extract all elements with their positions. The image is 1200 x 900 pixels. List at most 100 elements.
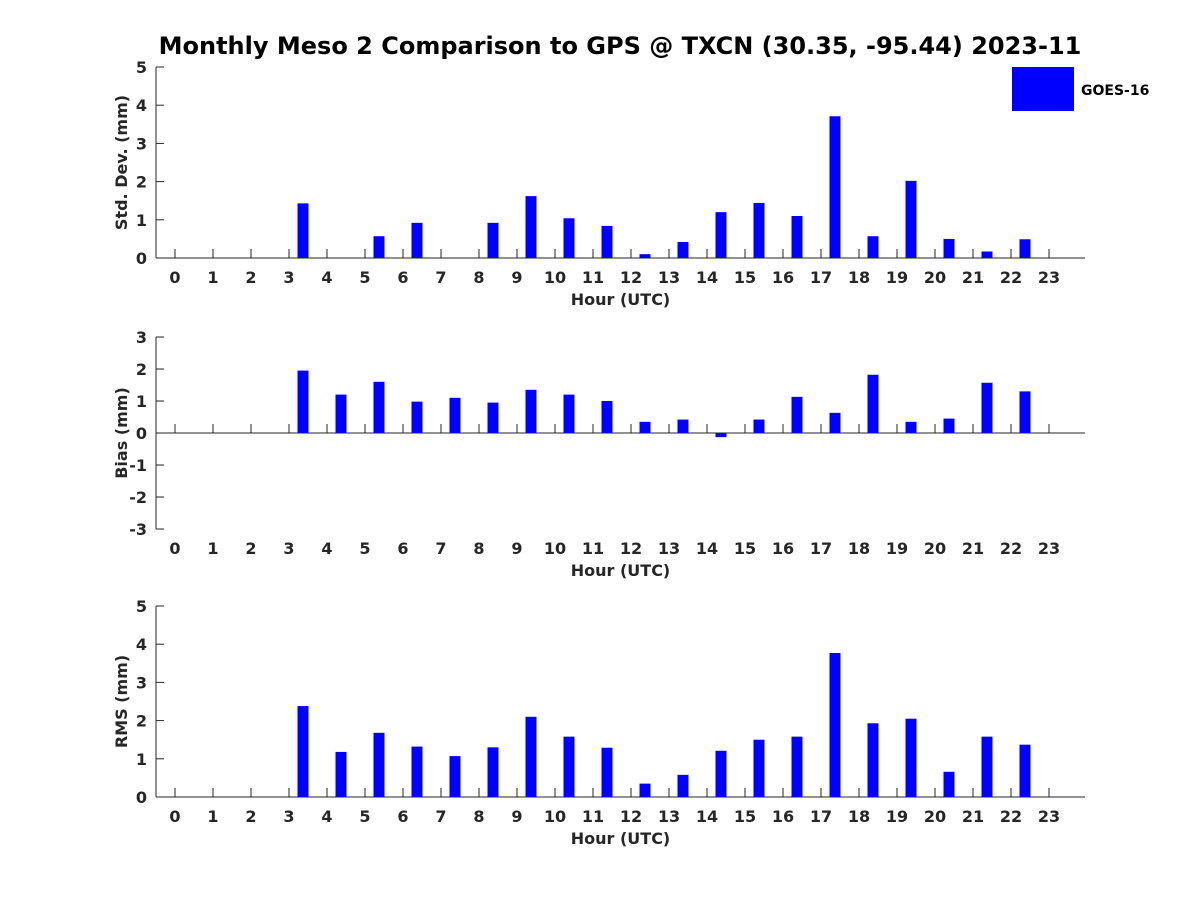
bar-hour-13 xyxy=(677,241,689,258)
x-tick-label-15: 15 xyxy=(734,807,756,826)
bar-hour-14 xyxy=(715,433,727,438)
bar-hour-20 xyxy=(943,771,955,797)
bar-hour-22 xyxy=(1019,239,1031,258)
y-tick-label: 1 xyxy=(136,211,147,230)
y-tick-label: 2 xyxy=(136,360,147,379)
bar-hour-16 xyxy=(791,736,803,797)
x-tick-label-13: 13 xyxy=(658,539,680,558)
y-tick-label: 4 xyxy=(136,635,147,654)
x-tick-label-21: 21 xyxy=(962,807,984,826)
x-tick-label-4: 4 xyxy=(321,807,332,826)
x-tick-label-11: 11 xyxy=(582,807,604,826)
y-axis-label: RMS (mm) xyxy=(112,655,131,748)
bar-hour-3 xyxy=(297,370,309,433)
bar-hour-11 xyxy=(601,225,613,258)
y-tick-label: -3 xyxy=(129,520,147,539)
x-tick-label-18: 18 xyxy=(848,268,870,287)
bar-hour-5 xyxy=(373,381,385,433)
bar-hour-20 xyxy=(943,418,955,433)
x-tick-label-9: 9 xyxy=(511,268,522,287)
x-tick-label-13: 13 xyxy=(658,807,680,826)
chart-title: Monthly Meso 2 Comparison to GPS @ TXCN … xyxy=(159,32,1082,60)
x-tick-label-19: 19 xyxy=(886,807,908,826)
x-tick-label-8: 8 xyxy=(473,539,484,558)
bar-hour-17 xyxy=(829,652,841,797)
bar-hour-3 xyxy=(297,203,309,258)
x-tick-label-5: 5 xyxy=(359,807,370,826)
x-tick-label-3: 3 xyxy=(283,807,294,826)
bar-hour-9 xyxy=(525,389,537,433)
x-tick-label-7: 7 xyxy=(435,539,446,558)
bar-hour-18 xyxy=(867,723,879,797)
bar-hour-4 xyxy=(335,751,347,797)
bar-hour-14 xyxy=(715,212,727,258)
x-tick-label-21: 21 xyxy=(962,268,984,287)
bar-hour-18 xyxy=(867,236,879,258)
bar-hour-9 xyxy=(525,196,537,258)
x-tick-label-7: 7 xyxy=(435,807,446,826)
x-tick-label-15: 15 xyxy=(734,539,756,558)
bar-hour-21 xyxy=(981,251,993,258)
bar-hour-12 xyxy=(639,421,651,433)
x-tick-label-12: 12 xyxy=(620,807,642,826)
bar-hour-10 xyxy=(563,218,575,258)
x-tick-label-10: 10 xyxy=(544,807,566,826)
x-tick-label-0: 0 xyxy=(169,807,180,826)
bar-hour-6 xyxy=(411,746,423,797)
x-tick-label-12: 12 xyxy=(620,268,642,287)
x-tick-label-20: 20 xyxy=(924,268,946,287)
bar-hour-21 xyxy=(981,382,993,433)
x-tick-label-5: 5 xyxy=(359,539,370,558)
bar-hour-15 xyxy=(753,739,765,797)
bar-hour-16 xyxy=(791,215,803,258)
x-tick-label-8: 8 xyxy=(473,268,484,287)
x-tick-label-4: 4 xyxy=(321,539,332,558)
x-tick-label-23: 23 xyxy=(1038,539,1060,558)
legend: GOES-16 xyxy=(1012,67,1149,111)
x-tick-label-18: 18 xyxy=(848,807,870,826)
y-tick-label: 4 xyxy=(136,96,147,115)
x-tick-label-18: 18 xyxy=(848,539,870,558)
x-tick-label-15: 15 xyxy=(734,268,756,287)
bar-hour-15 xyxy=(753,202,765,258)
y-tick-label: 3 xyxy=(136,134,147,153)
x-tick-label-20: 20 xyxy=(924,807,946,826)
x-tick-label-0: 0 xyxy=(169,268,180,287)
bar-hour-20 xyxy=(943,238,955,258)
legend-label-goes-16: GOES-16 xyxy=(1081,83,1149,99)
x-tick-label-11: 11 xyxy=(582,268,604,287)
x-axis-label: Hour (UTC) xyxy=(571,829,671,848)
x-tick-label-20: 20 xyxy=(924,539,946,558)
y-tick-label: -2 xyxy=(129,488,147,507)
bar-hour-7 xyxy=(449,756,461,797)
x-tick-label-6: 6 xyxy=(397,539,408,558)
legend-swatch-goes-16 xyxy=(1012,67,1074,111)
bar-hour-18 xyxy=(867,374,879,433)
x-tick-label-17: 17 xyxy=(810,807,832,826)
x-tick-label-14: 14 xyxy=(696,539,718,558)
y-tick-label: 2 xyxy=(136,173,147,192)
x-tick-label-0: 0 xyxy=(169,539,180,558)
x-tick-label-16: 16 xyxy=(772,807,794,826)
bar-hour-22 xyxy=(1019,744,1031,797)
x-tick-label-9: 9 xyxy=(511,807,522,826)
bar-hour-7 xyxy=(449,397,461,433)
bar-hour-10 xyxy=(563,394,575,433)
bar-hour-11 xyxy=(601,747,613,797)
x-tick-label-17: 17 xyxy=(810,268,832,287)
x-tick-label-13: 13 xyxy=(658,268,680,287)
y-tick-label: 3 xyxy=(136,328,147,347)
bar-hour-11 xyxy=(601,401,613,433)
bar-hour-8 xyxy=(487,402,499,433)
bar-hour-8 xyxy=(487,747,499,797)
x-tick-label-8: 8 xyxy=(473,807,484,826)
x-tick-label-10: 10 xyxy=(544,539,566,558)
y-tick-label: 0 xyxy=(136,424,147,443)
y-tick-label: 1 xyxy=(136,392,147,411)
bar-hour-5 xyxy=(373,732,385,797)
y-tick-label: 0 xyxy=(136,249,147,268)
